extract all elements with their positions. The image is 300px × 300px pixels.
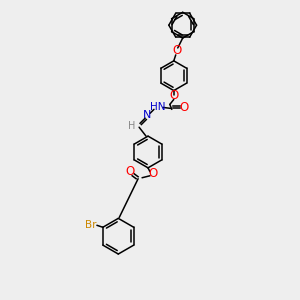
Text: O: O xyxy=(169,89,178,102)
Text: N: N xyxy=(143,110,151,120)
Text: H: H xyxy=(128,121,136,131)
Text: O: O xyxy=(126,165,135,178)
Text: O: O xyxy=(172,44,182,57)
Text: HN: HN xyxy=(150,102,166,112)
Text: Br: Br xyxy=(85,220,97,230)
Text: O: O xyxy=(148,167,158,180)
Text: O: O xyxy=(179,101,188,114)
